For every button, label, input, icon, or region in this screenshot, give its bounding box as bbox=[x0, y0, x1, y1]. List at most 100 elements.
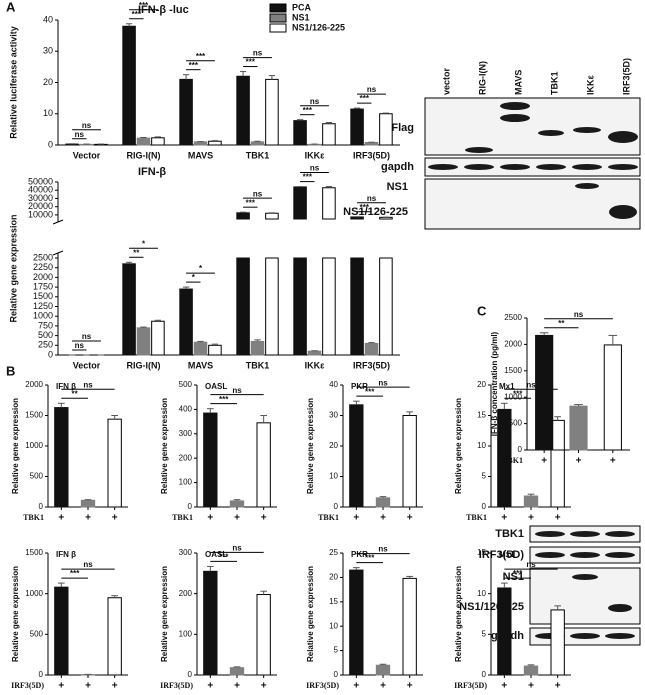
bar bbox=[256, 422, 271, 508]
band bbox=[536, 164, 566, 170]
x-tick-label: + bbox=[207, 681, 213, 692]
sig-label: ns bbox=[310, 164, 320, 173]
bar bbox=[208, 344, 222, 356]
bar bbox=[307, 350, 322, 356]
band bbox=[500, 164, 530, 170]
y-tick-label: 0 bbox=[188, 670, 193, 679]
x-tick-label: + bbox=[261, 681, 267, 692]
y-tick-label: 200 bbox=[179, 453, 193, 462]
y-tick-label: 30 bbox=[43, 46, 53, 56]
row-label: NS1/126-225 bbox=[459, 601, 524, 613]
y-tick-label: 40 bbox=[43, 14, 53, 24]
y-tick-label: 20 bbox=[329, 573, 338, 582]
row-label: gapdh bbox=[381, 161, 414, 173]
bar bbox=[322, 123, 336, 146]
x-tick-label: + bbox=[58, 681, 64, 692]
sig-label: *** bbox=[219, 553, 229, 562]
x-tick-label: IKKε bbox=[305, 150, 325, 160]
x-tick-label: + bbox=[528, 513, 534, 524]
y-axis-label: Relative gene expression bbox=[160, 398, 169, 494]
bar bbox=[151, 137, 165, 146]
chart-title: PKR bbox=[351, 550, 368, 559]
x-axis-label: TBK1 bbox=[318, 513, 339, 522]
bar bbox=[364, 142, 379, 146]
bar bbox=[375, 664, 391, 676]
x-tick-label: + bbox=[58, 513, 64, 524]
x-tick-label: Vector bbox=[73, 150, 101, 160]
y-tick-label: 1500 bbox=[33, 291, 53, 301]
chart-title: Mx1 bbox=[499, 382, 515, 391]
sig-label: ns bbox=[310, 97, 320, 106]
sig-label: *** bbox=[513, 389, 523, 398]
x-tick-label: + bbox=[261, 513, 267, 524]
y-tick-label: 1500 bbox=[25, 548, 43, 557]
x-tick-label: TBK1 bbox=[246, 360, 270, 370]
x-tick-label: Vector bbox=[73, 360, 101, 370]
sig-label: ** bbox=[133, 248, 140, 257]
sig-label: *** bbox=[360, 94, 370, 103]
sig-label: ns bbox=[526, 560, 536, 569]
band bbox=[608, 604, 632, 612]
y-tick-label: 15 bbox=[477, 411, 486, 420]
row-label: Flag bbox=[391, 122, 414, 134]
y-tick-label: 500 bbox=[38, 330, 53, 340]
legend-swatch bbox=[269, 13, 287, 23]
x-tick-label: IKKε bbox=[305, 360, 325, 370]
x-tick-label: + bbox=[380, 513, 386, 524]
x-axis-label: TBK1 bbox=[23, 513, 44, 522]
x-axis-label: IRF3(5D) bbox=[11, 681, 44, 690]
sig-label: ns bbox=[378, 545, 388, 554]
band bbox=[465, 147, 493, 153]
x-tick-label: + bbox=[234, 513, 240, 524]
y-tick-label: 2250 bbox=[33, 262, 53, 272]
bar bbox=[265, 78, 279, 146]
band bbox=[570, 531, 600, 537]
y-tick-label: 15 bbox=[329, 597, 338, 606]
bar bbox=[379, 257, 393, 356]
sig-label: * bbox=[199, 264, 203, 273]
band bbox=[608, 131, 638, 143]
bar bbox=[203, 570, 218, 676]
y-tick-label: 250 bbox=[38, 340, 53, 350]
y-axis-label: Relative gene expression bbox=[306, 566, 315, 662]
band bbox=[608, 164, 638, 170]
bar bbox=[523, 495, 539, 508]
bar bbox=[136, 137, 151, 146]
y-tick-label: 40 bbox=[329, 380, 338, 389]
sig-label: ns bbox=[232, 544, 242, 553]
bar bbox=[54, 586, 69, 676]
y-tick-label: 500 bbox=[30, 472, 44, 481]
y-tick-label: 1750 bbox=[33, 281, 53, 291]
x-tick-label: + bbox=[353, 681, 359, 692]
sig-label: ** bbox=[72, 389, 79, 398]
sig-label: *** bbox=[365, 554, 375, 563]
y-axis-label: Relative gene expression bbox=[454, 398, 463, 494]
bar bbox=[250, 340, 265, 356]
lane-label: TBK1 bbox=[549, 71, 559, 95]
y-tick-label: 1000 bbox=[25, 441, 43, 450]
x-axis-label: IRF3(5D) bbox=[454, 681, 487, 690]
sig-label: *** bbox=[360, 203, 370, 212]
x-tick-label: TBK1 bbox=[246, 150, 270, 160]
y-tick-label: 1000 bbox=[504, 392, 522, 401]
y-tick-label: 100 bbox=[179, 478, 193, 487]
row-label: TBK1 bbox=[495, 528, 524, 540]
panel-label: B bbox=[6, 363, 15, 378]
sig-label: ns bbox=[378, 378, 388, 387]
chart-title: IFN-β -luc bbox=[138, 4, 189, 16]
panel-label: C bbox=[477, 303, 487, 318]
sig-label: ** bbox=[558, 319, 565, 328]
sig-label: *** bbox=[303, 173, 313, 182]
legend-label: PCA bbox=[292, 2, 312, 12]
band bbox=[605, 531, 635, 537]
lane-label: IRF3(5D) bbox=[621, 58, 631, 95]
bar bbox=[179, 78, 193, 146]
x-tick-label: + bbox=[234, 681, 240, 692]
y-tick-label: 2500 bbox=[33, 252, 53, 262]
sig-label: ns bbox=[232, 386, 242, 395]
y-tick-label: 1000 bbox=[33, 311, 53, 321]
x-axis-label: TBK1 bbox=[502, 456, 523, 465]
x-axis-label: TBK1 bbox=[466, 513, 487, 522]
y-tick-label: 0 bbox=[518, 445, 523, 454]
